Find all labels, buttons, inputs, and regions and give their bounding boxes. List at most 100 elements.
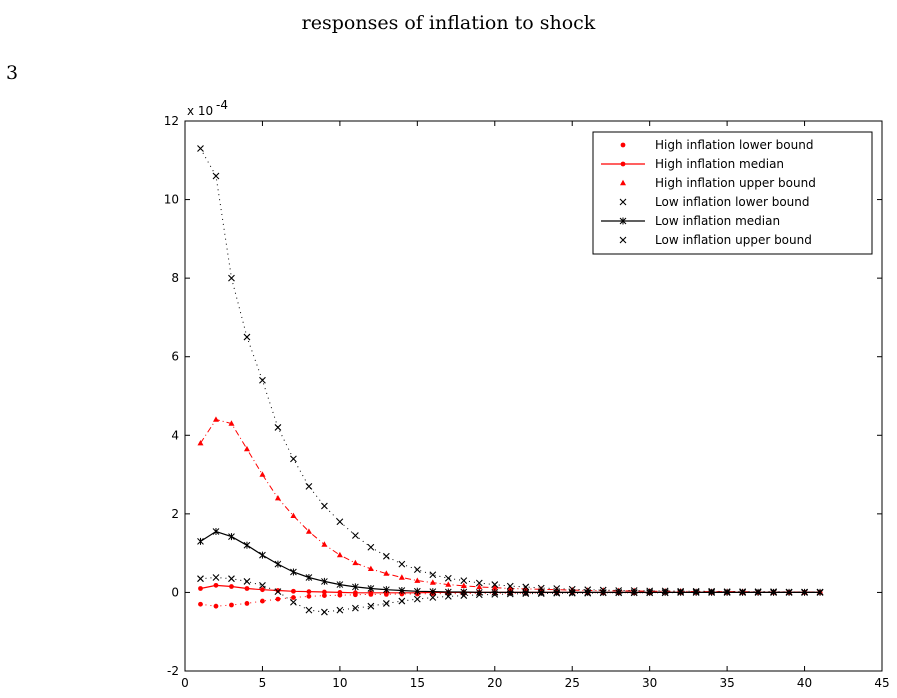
data-point xyxy=(274,494,281,501)
data-point xyxy=(382,600,390,607)
data-point xyxy=(274,560,282,568)
x-tick-label: 10 xyxy=(332,676,347,690)
data-point xyxy=(197,145,204,152)
data-point xyxy=(414,577,421,583)
legend-marker xyxy=(619,217,627,225)
series-4 xyxy=(197,528,824,596)
legend-entry: Low inflation lower bound xyxy=(619,195,810,209)
data-point xyxy=(429,571,437,579)
series-5 xyxy=(197,145,824,596)
legend-entry: High inflation median xyxy=(601,157,784,171)
data-point xyxy=(321,541,328,547)
data-point xyxy=(305,482,313,490)
data-point xyxy=(445,581,452,587)
data-point xyxy=(522,583,530,591)
data-point xyxy=(429,588,437,596)
data-point xyxy=(259,471,266,477)
data-point xyxy=(460,582,467,588)
data-point xyxy=(398,586,406,594)
data-point xyxy=(770,588,777,596)
data-point xyxy=(321,577,328,585)
data-point xyxy=(739,588,746,596)
data-point xyxy=(228,420,235,426)
data-point xyxy=(228,575,235,583)
data-point xyxy=(322,593,327,598)
data-point xyxy=(491,584,498,590)
data-point xyxy=(615,587,623,594)
data-point xyxy=(475,579,483,587)
data-point xyxy=(275,588,281,593)
legend-marker xyxy=(620,142,626,148)
data-point xyxy=(259,581,266,589)
data-point xyxy=(506,582,514,590)
data-point xyxy=(708,588,715,596)
data-point xyxy=(243,541,251,549)
data-point xyxy=(677,588,684,596)
data-point xyxy=(212,528,220,536)
data-point xyxy=(243,333,251,341)
data-point xyxy=(213,582,219,588)
data-point xyxy=(460,577,468,585)
data-point xyxy=(229,602,234,608)
data-point xyxy=(243,445,250,452)
data-point xyxy=(367,543,375,551)
data-point xyxy=(692,587,700,595)
data-point xyxy=(754,588,762,596)
data-point xyxy=(491,588,499,596)
data-point xyxy=(584,586,592,594)
data-point xyxy=(228,274,235,282)
data-point xyxy=(692,588,700,596)
x-tick-label: 40 xyxy=(797,676,812,690)
data-point xyxy=(352,559,359,566)
legend-label: Low inflation lower bound xyxy=(655,195,810,209)
data-point xyxy=(801,588,808,596)
axes-frame xyxy=(184,120,883,672)
data-point xyxy=(212,574,220,581)
y-tick-label: 2 xyxy=(171,507,179,521)
page-number: 3 xyxy=(6,62,19,84)
legend-entry: High inflation upper bound xyxy=(620,176,816,190)
axes-box xyxy=(184,120,883,672)
data-point xyxy=(322,589,327,595)
data-point xyxy=(337,590,343,595)
x-tick-label: 25 xyxy=(565,676,580,690)
legend-marker xyxy=(620,179,626,186)
legend-entry: Low inflation median xyxy=(601,214,780,228)
data-point xyxy=(305,528,312,534)
data-point xyxy=(491,581,499,588)
x-tick-label: 0 xyxy=(181,676,189,690)
data-point xyxy=(197,537,204,545)
data-point xyxy=(228,533,235,541)
data-point xyxy=(259,376,266,384)
legend-entry: High inflation lower bound xyxy=(620,138,813,152)
data-point xyxy=(754,588,762,596)
data-point xyxy=(444,574,452,582)
legend-label: High inflation upper bound xyxy=(655,176,816,190)
data-point xyxy=(351,604,359,612)
data-point xyxy=(383,570,390,576)
data-point xyxy=(260,598,265,604)
data-point xyxy=(429,579,436,585)
data-point xyxy=(398,597,406,605)
legend-marker xyxy=(620,161,626,167)
x-tick-label: 45 xyxy=(874,676,889,690)
data-point xyxy=(244,601,250,606)
data-point xyxy=(352,583,359,591)
y-exponent-label: x 10 xyxy=(187,104,213,118)
x-tick-label: 30 xyxy=(642,676,657,690)
data-point xyxy=(785,588,793,596)
legend-marker xyxy=(619,236,627,244)
y-tick-label: 0 xyxy=(171,585,179,599)
y-tick-label: 10 xyxy=(164,193,179,207)
data-point xyxy=(770,588,777,596)
data-point xyxy=(398,560,406,568)
data-point xyxy=(429,594,437,601)
data-point xyxy=(413,566,421,574)
legend-label: Low inflation median xyxy=(655,214,780,228)
data-point xyxy=(368,590,374,596)
data-point xyxy=(321,608,328,616)
data-point xyxy=(367,565,374,572)
data-point xyxy=(197,439,204,446)
data-point xyxy=(367,602,375,610)
